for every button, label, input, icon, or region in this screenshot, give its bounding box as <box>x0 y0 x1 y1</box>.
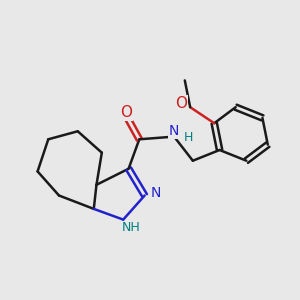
Text: O: O <box>120 105 132 120</box>
Text: N: N <box>169 124 179 138</box>
Text: NH: NH <box>122 221 141 234</box>
Text: O: O <box>175 96 187 111</box>
Text: N: N <box>150 186 161 200</box>
Text: H: H <box>184 131 194 145</box>
